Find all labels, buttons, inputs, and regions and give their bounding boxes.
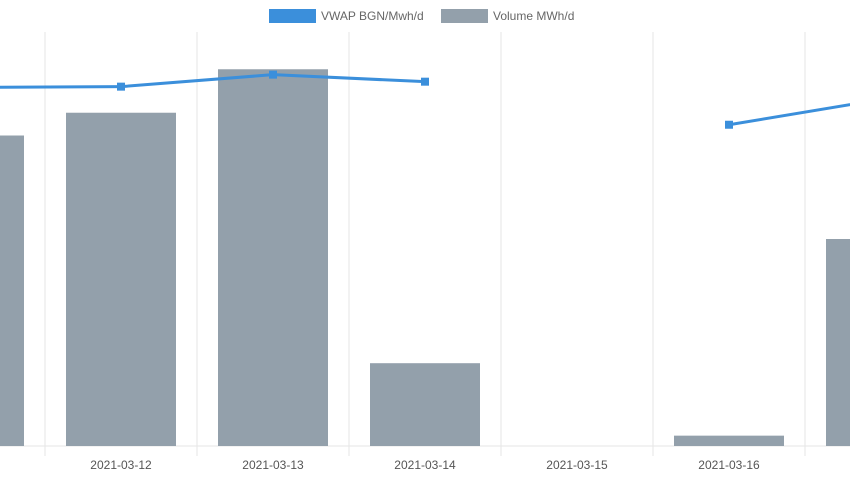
legend-label-volume: Volume MWh/d xyxy=(493,9,574,23)
x-axis-ticks: 2021-03-112021-03-122021-03-132021-03-14… xyxy=(90,458,760,472)
bar-volume-2021-03-12[interactable] xyxy=(66,112,176,446)
legend-swatch-volume[interactable] xyxy=(441,9,488,23)
bar-volume-2021-03-16[interactable] xyxy=(674,435,784,446)
vwap-line-layer xyxy=(0,70,850,129)
line-segment-vwap xyxy=(271,73,427,84)
line-segment-vwap xyxy=(0,85,123,89)
bar-volume-2021-03-11[interactable] xyxy=(0,135,24,447)
point-vwap-2021-03-13[interactable] xyxy=(269,70,277,79)
point-vwap-2021-03-12[interactable] xyxy=(117,82,125,91)
bar-volume-2021-03-13[interactable] xyxy=(218,69,328,446)
x-tick-label: 2021-03-13 xyxy=(242,458,304,472)
x-tick-label: 2021-03-16 xyxy=(698,458,760,472)
legend: VWAP BGN/Mwh/d Volume MWh/d xyxy=(269,9,574,23)
x-tick-label: 2021-03-12 xyxy=(90,458,152,472)
x-tick-label: 2021-03-15 xyxy=(546,458,608,472)
line-segment-vwap xyxy=(727,103,850,127)
legend-label-vwap: VWAP BGN/Mwh/d xyxy=(321,9,424,23)
line-segment-vwap xyxy=(119,73,275,89)
x-tick-label: 2021-03-14 xyxy=(394,458,456,472)
bars xyxy=(0,69,850,446)
point-vwap-2021-03-16[interactable] xyxy=(725,120,733,129)
point-vwap-2021-03-14[interactable] xyxy=(421,77,429,86)
bar-volume-2021-03-17[interactable] xyxy=(826,239,850,446)
legend-swatch-vwap[interactable] xyxy=(269,9,316,23)
bar-volume-2021-03-14[interactable] xyxy=(370,363,480,446)
